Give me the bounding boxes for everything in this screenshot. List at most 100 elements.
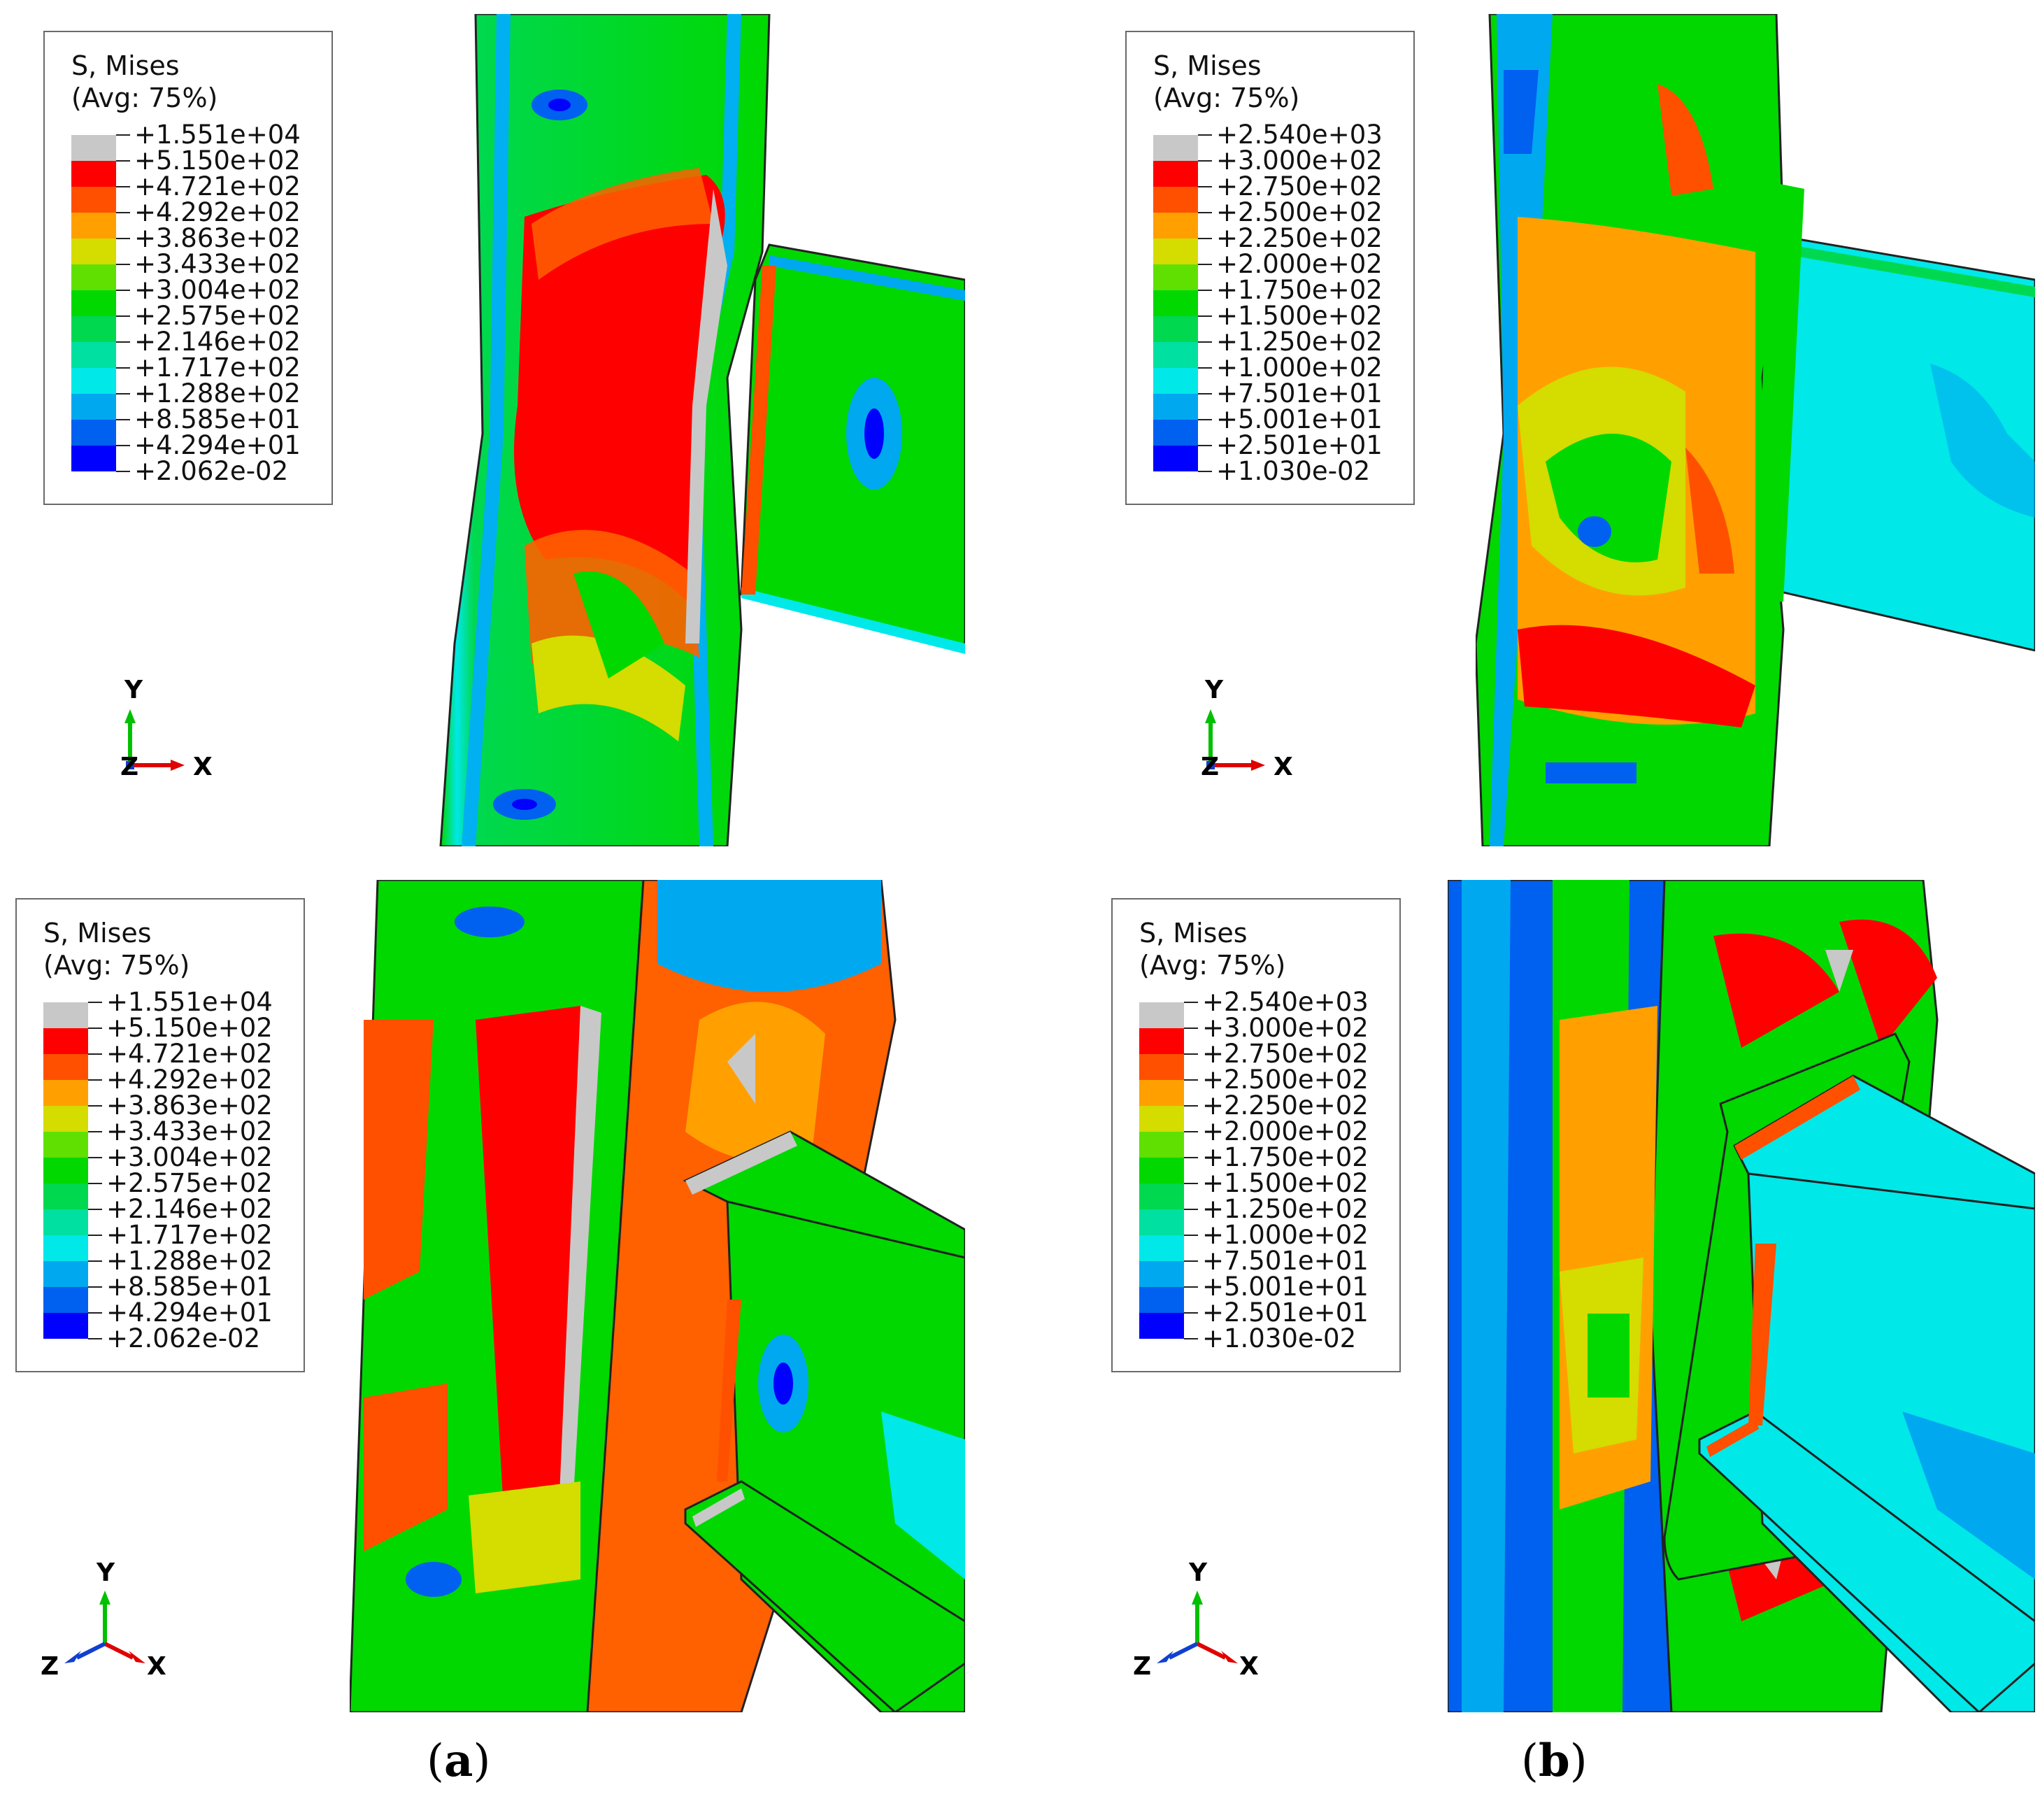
legend-row: +5.150e+02 [43,1015,295,1054]
legend-value: +3.863e+02 [106,1090,273,1121]
legend-swatch [71,420,116,446]
legend-tick [1198,238,1212,239]
legend-title: S, Mises [71,50,180,81]
legend-swatch [1153,290,1198,316]
legend-value: +3.000e+02 [1202,1013,1369,1043]
legend-row: +1.250e+02 [1153,329,1405,368]
axis-triad-b-bottom: Y X Z [1133,1558,1259,1681]
legend-tick [88,1209,102,1210]
legend-value: +2.000e+02 [1202,1116,1369,1146]
legend-swatch [1139,1054,1184,1080]
legend-tick [116,134,130,136]
legend-value: +3.433e+02 [106,1116,273,1146]
legend-tick [1184,1312,1198,1314]
legend-swatch [1139,1158,1184,1183]
legend-value: +7.501e+01 [1202,1246,1369,1276]
legend-value: +5.150e+02 [134,145,301,176]
legend-value: +5.001e+01 [1202,1272,1369,1302]
legend-tick [88,1131,102,1132]
legend-swatch [1139,1132,1184,1158]
legend-row: +1.717e+02 [43,1222,295,1261]
legend-title: S, Mises [1153,50,1262,81]
legend-tick [1198,367,1212,369]
legend-value: +8.585e+01 [134,404,301,434]
legend-row: +2.250e+02 [1153,225,1405,264]
legend-row: +2.540e+03 [1139,987,1391,1028]
legend-row: +1.000e+02 [1153,355,1405,394]
legend-value: +2.500e+02 [1202,1065,1369,1095]
legend-row: +3.433e+02 [71,251,323,290]
legend-swatch [1139,1235,1184,1261]
legend-swatch [1153,446,1198,471]
legend-value: +4.292e+02 [134,197,301,227]
legend-row: +1.750e+02 [1153,277,1405,316]
legend-value: +2.575e+02 [106,1168,273,1198]
legend-tick [1184,1079,1198,1081]
legend-value: +2.540e+03 [1202,987,1369,1017]
legend-subtitle: (Avg: 75%) [1153,83,1300,113]
legend-row: +2.000e+02 [1153,251,1405,290]
legend-value: +1.551e+04 [134,120,301,150]
legend-row: +2.062e-02 [71,458,323,484]
legend-swatch [1139,1209,1184,1235]
axis-label-x: X [147,1652,166,1681]
legend-subtitle: (Avg: 75%) [1139,950,1286,981]
legend-swatch [43,1106,88,1132]
legend-row: +2.501e+01 [1139,1300,1391,1339]
legend-value: +1.030e-02 [1202,1323,1357,1353]
legend-tick [88,1312,102,1314]
legend-tick [116,445,130,446]
axis-label-y: Y [1204,678,1224,704]
legend-tick [116,471,130,472]
fea-model-a-bottom [350,880,965,1712]
legend-swatch [1139,1287,1184,1313]
legend-swatch [71,342,116,368]
legend-subtitle: (Avg: 75%) [71,83,218,113]
legend-tick [116,238,130,239]
legend-row: +1.288e+02 [43,1248,295,1287]
legend-tick [1198,160,1212,162]
legend-swatch [43,1158,88,1183]
legend-tick [1184,1286,1198,1288]
legend-value: +3.004e+02 [106,1142,273,1172]
legend-swatch [43,1261,88,1287]
legend-tick [1198,212,1212,213]
legend-swatch [71,394,116,420]
legend-row: +2.062e-02 [43,1325,295,1351]
legend-row: +1.250e+02 [1139,1196,1391,1235]
legend-tick [1184,1002,1198,1003]
legend-row: +8.585e+01 [43,1274,295,1313]
legend-tick [116,393,130,394]
caption-a: (a) [427,1735,491,1787]
legend-tick [1198,419,1212,420]
legend-row: +3.863e+02 [71,225,323,264]
legend-tick [88,1157,102,1158]
legend-value: +5.001e+01 [1216,404,1383,434]
legend-value: +2.540e+03 [1216,120,1383,150]
legend-row: +4.294e+01 [71,432,323,471]
legend-swatch [43,1080,88,1106]
legend-swatch [43,1287,88,1313]
legend-row: +3.433e+02 [43,1116,295,1158]
legend-swatch [71,135,116,161]
legend-swatch [43,1209,88,1235]
axis-label-y: Y [124,678,143,704]
axis-triad-b-top: Y X Z [1201,678,1293,781]
legend-swatch [1139,1183,1184,1209]
legend-row: +4.721e+02 [43,1041,295,1080]
legend-row: +2.540e+03 [1153,120,1405,161]
legend-tick [1184,1209,1198,1210]
legend-tick [116,419,130,420]
legend-row: +1.030e-02 [1153,458,1405,484]
fea-model-b-bottom [1448,880,2035,1712]
legend-row: +1.551e+04 [43,989,295,1028]
legend-value: +1.717e+02 [134,353,301,383]
legend-row: +1.551e+04 [71,120,323,161]
axis-label-y: Y [1188,1558,1208,1587]
legend-value: +1.500e+02 [1202,1168,1369,1198]
legend-swatch [43,1028,88,1054]
legend-row: +2.250e+02 [1139,1093,1391,1132]
legend-tick [1198,290,1212,291]
legend-value: +1.000e+02 [1202,1220,1369,1250]
legend-value: +3.000e+02 [1216,145,1383,176]
